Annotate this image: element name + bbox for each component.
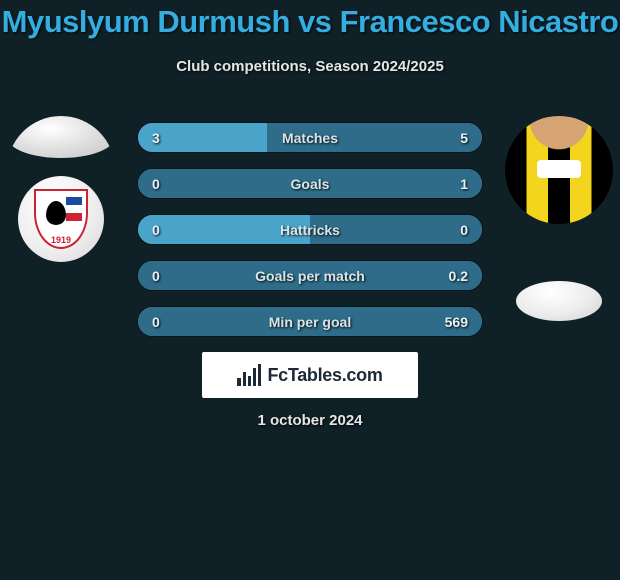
club-right-badge: [516, 251, 602, 337]
stat-label: Goals: [138, 169, 482, 198]
stat-label: Matches: [138, 123, 482, 152]
stat-label: Min per goal: [138, 307, 482, 336]
date-text: 1 october 2024: [0, 412, 620, 429]
stat-label: Hattricks: [138, 215, 482, 244]
stat-right-value: 0.2: [449, 261, 468, 290]
footer-brand: FcTables.com: [202, 352, 418, 398]
stat-right-value: 1: [460, 169, 468, 198]
stat-row: 0Goals per match0.2: [137, 260, 483, 291]
footer-brand-text: FcTables.com: [267, 365, 382, 386]
page-subtitle: Club competitions, Season 2024/2025: [0, 58, 620, 75]
club-left-badge: 1919: [18, 176, 104, 262]
stat-row: 0Min per goal569: [137, 306, 483, 337]
page-title: Myuslyum Durmush vs Francesco Nicastro: [0, 4, 620, 40]
stat-right-value: 569: [445, 307, 468, 336]
stat-right-value: 0: [460, 215, 468, 244]
stat-label: Goals per match: [138, 261, 482, 290]
player-right-avatar: [505, 116, 613, 224]
stat-row: 3Matches5: [137, 122, 483, 153]
club-badge-circle: 1919: [18, 176, 104, 262]
club-crest-icon: 1919: [34, 189, 88, 249]
player-shirt-icon: [505, 116, 613, 224]
club-year: 1919: [36, 235, 86, 245]
bar-chart-icon: [237, 364, 261, 386]
stat-row: 0Hattricks0: [137, 214, 483, 245]
blank-club-icon: [516, 281, 602, 321]
blank-avatar-icon: [7, 116, 115, 158]
stat-row: 0Goals1: [137, 168, 483, 199]
comparison-card: Myuslyum Durmush vs Francesco Nicastro C…: [0, 0, 620, 580]
stats-bars: 3Matches50Goals10Hattricks00Goals per ma…: [137, 122, 483, 352]
stat-right-value: 5: [460, 123, 468, 152]
